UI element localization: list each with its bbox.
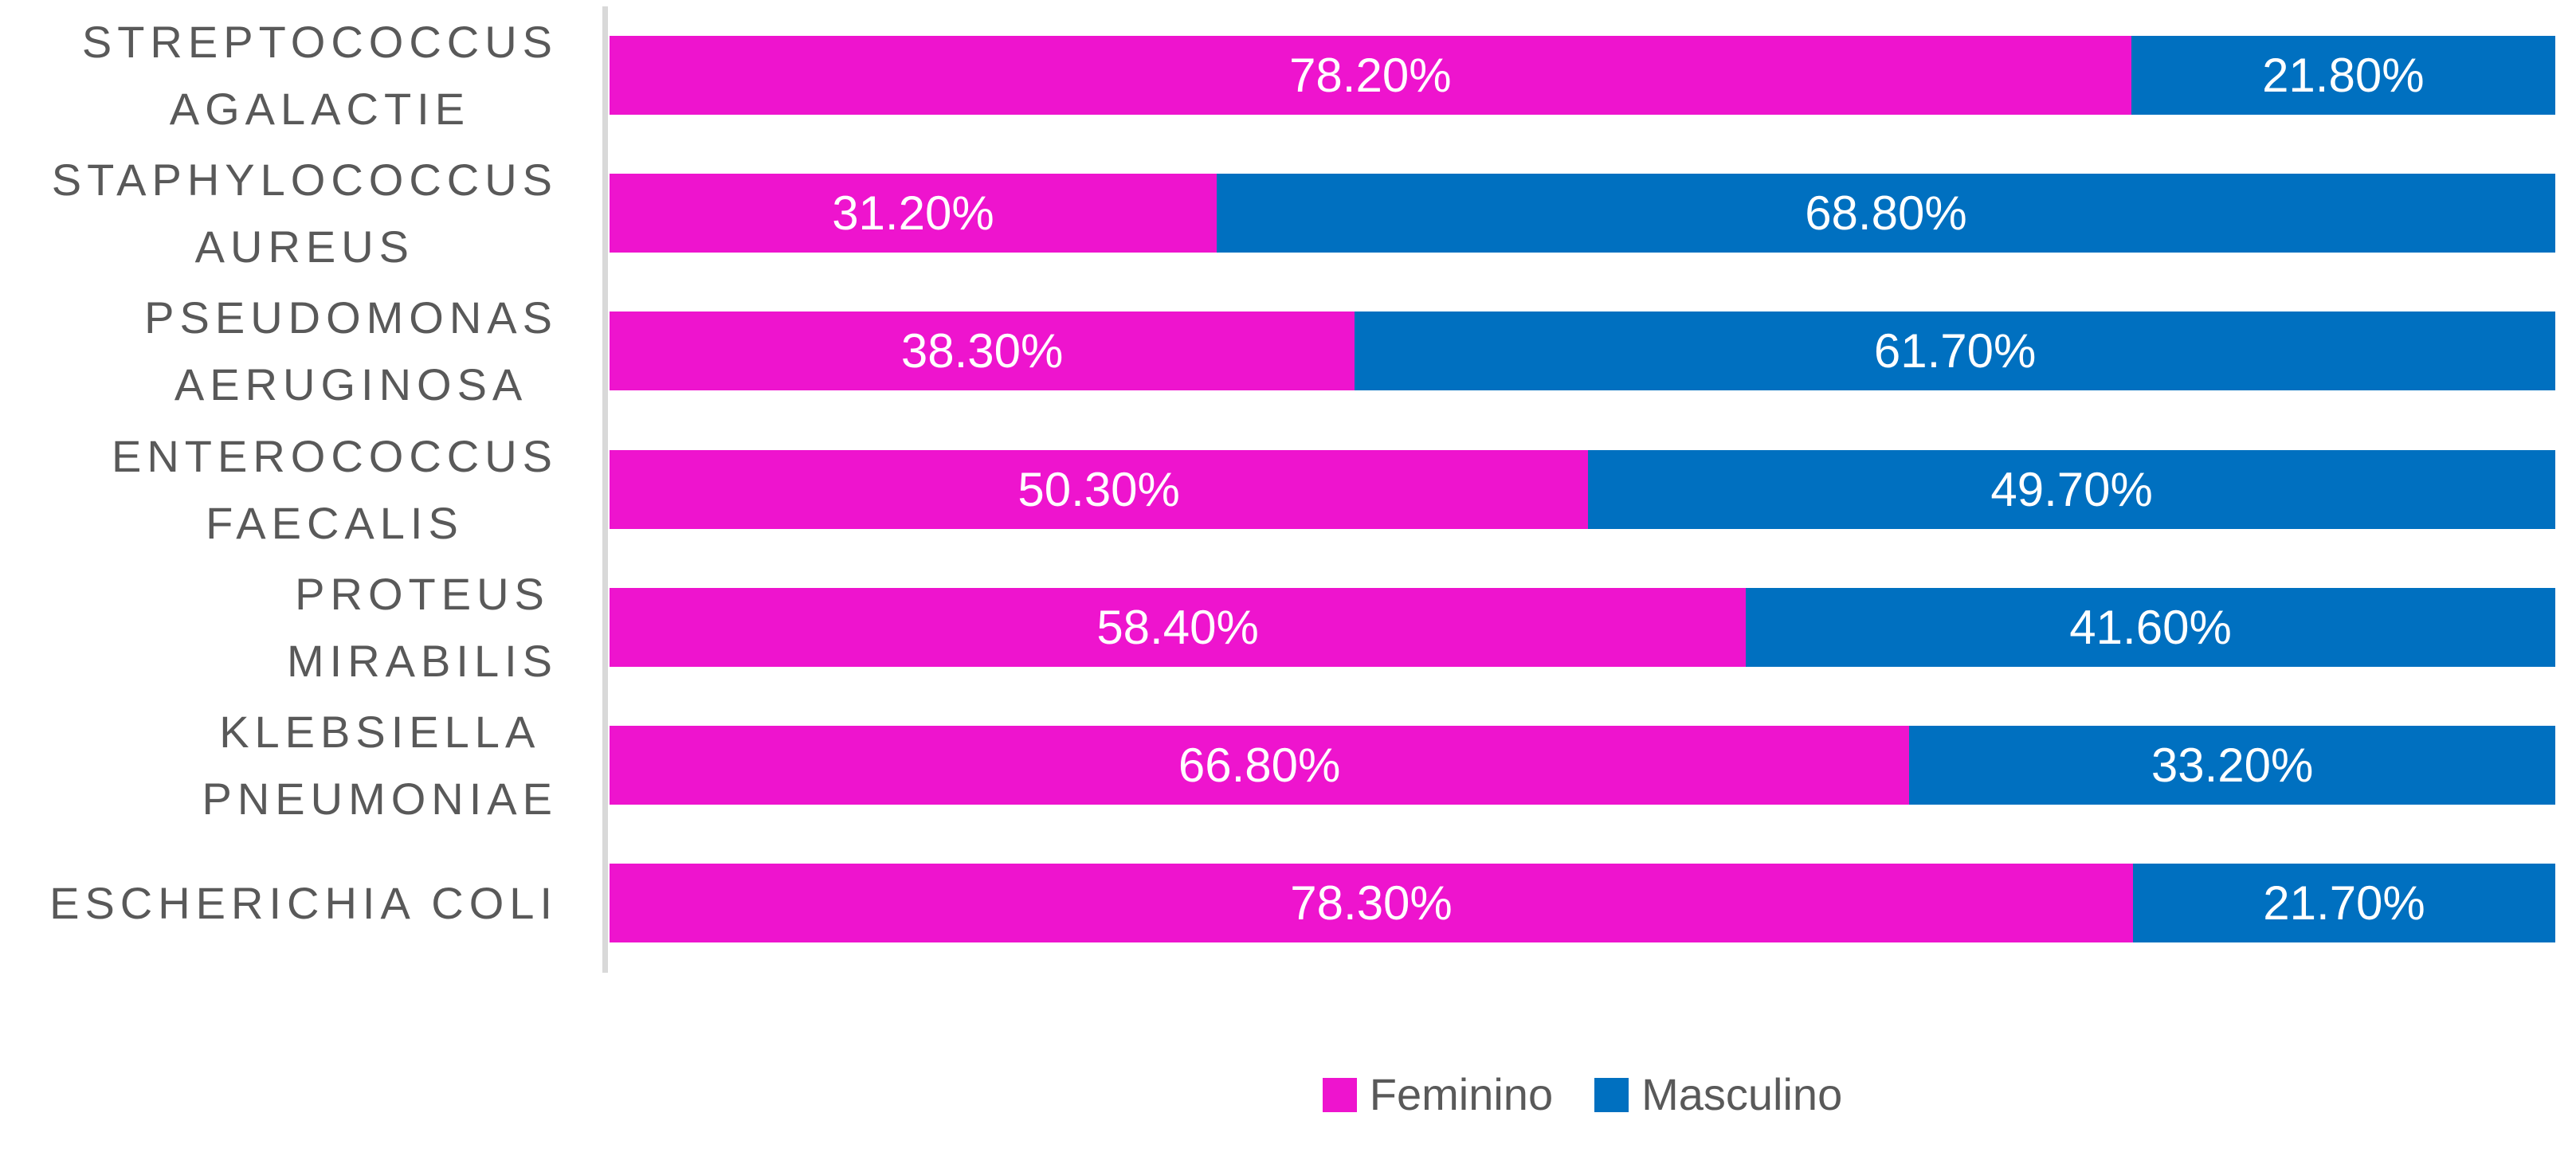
category-label: STAPHYLOCOCCUS AUREUS bbox=[0, 155, 558, 272]
data-label: 21.80% bbox=[2262, 48, 2425, 102]
data-label: 41.60% bbox=[2069, 600, 2232, 654]
feminino-swatch-icon bbox=[1322, 1077, 1357, 1112]
bar-segment-masculino: 68.80% bbox=[1216, 174, 2555, 253]
chart-row: STAPHYLOCOCCUS AUREUS 31.20% 68.80% bbox=[0, 155, 2576, 272]
chart-row: ENTEROCOCCUS FAECALIS 50.30% 49.70% bbox=[0, 431, 2576, 548]
legend-item-masculino: Masculino bbox=[1594, 1072, 1842, 1117]
chart-row: PSEUDOMONAS AERUGINOSA 38.30% 61.70% bbox=[0, 292, 2576, 409]
bar-segment-feminino: 38.30% bbox=[610, 312, 1355, 390]
bar-segment-feminino: 78.20% bbox=[610, 36, 2131, 115]
stacked-bar: 78.30% 21.70% bbox=[610, 864, 2555, 942]
data-label: 38.30% bbox=[900, 323, 1064, 378]
bar-segment-feminino: 58.40% bbox=[610, 588, 1747, 667]
data-label: 31.20% bbox=[832, 186, 994, 240]
category-label-text: PSEUDOMONAS AERUGINOSA bbox=[144, 292, 558, 409]
chart-row: ESCHERICHIA COLI 78.30% 21.70% bbox=[0, 864, 2576, 942]
category-label: ESCHERICHIA COLI bbox=[0, 864, 558, 942]
bar-segment-masculino: 61.70% bbox=[1355, 312, 2555, 390]
data-label: 61.70% bbox=[1873, 323, 2037, 378]
stacked-bar: 78.20% 21.80% bbox=[610, 36, 2555, 115]
data-label: 68.80% bbox=[1805, 186, 1967, 240]
category-label-text: STAPHYLOCOCCUS AUREUS bbox=[51, 154, 558, 272]
data-label: 33.20% bbox=[2151, 738, 2314, 792]
category-label-text: KLEBSIELLA PNEUMONIAE bbox=[202, 706, 558, 824]
category-label-text: ESCHERICHIA COLI bbox=[49, 877, 558, 928]
bar-segment-masculino: 21.70% bbox=[2133, 864, 2555, 942]
category-label-text: PROTEUS MIRABILIS bbox=[287, 568, 558, 686]
category-axis-line bbox=[602, 6, 608, 973]
category-label: PROTEUS MIRABILIS bbox=[0, 569, 558, 686]
chart-row: KLEBSIELLA PNEUMONIAE 66.80% 33.20% bbox=[0, 707, 2576, 824]
category-label-text: STREPTOCOCCUS AGALACTIE bbox=[81, 16, 558, 134]
data-label: 50.30% bbox=[1017, 462, 1180, 516]
data-label: 21.70% bbox=[2263, 876, 2425, 930]
stacked-bar: 50.30% 49.70% bbox=[610, 450, 2555, 529]
bar-segment-feminino: 50.30% bbox=[610, 450, 1589, 529]
masculino-swatch-icon bbox=[1594, 1077, 1629, 1112]
data-label: 66.80% bbox=[1178, 738, 1341, 792]
bar-segment-feminino: 78.30% bbox=[610, 864, 2134, 942]
category-label-text: ENTEROCOCCUS FAECALIS bbox=[111, 430, 558, 548]
legend-label-masculino: Masculino bbox=[1641, 1069, 1843, 1119]
category-label: KLEBSIELLA PNEUMONIAE bbox=[0, 707, 558, 824]
category-label: PSEUDOMONAS AERUGINOSA bbox=[0, 292, 558, 409]
category-label: STREPTOCOCCUS AGALACTIE bbox=[0, 17, 558, 134]
chart-row: PROTEUS MIRABILIS 58.40% 41.60% bbox=[0, 569, 2576, 686]
bar-segment-masculino: 33.20% bbox=[1909, 726, 2555, 805]
data-label: 49.70% bbox=[1990, 462, 2153, 516]
bar-segment-masculino: 49.70% bbox=[1588, 450, 2555, 529]
bar-segment-feminino: 31.20% bbox=[610, 174, 1217, 253]
legend-label-feminino: Feminino bbox=[1369, 1069, 1554, 1119]
data-label: 58.40% bbox=[1096, 600, 1259, 654]
data-label: 78.20% bbox=[1289, 48, 1452, 102]
chart-row: STREPTOCOCCUS AGALACTIE 78.20% 21.80% bbox=[0, 17, 2576, 134]
stacked-bar: 31.20% 68.80% bbox=[610, 174, 2555, 253]
stacked-bar: 66.80% 33.20% bbox=[610, 726, 2555, 805]
category-label: ENTEROCOCCUS FAECALIS bbox=[0, 431, 558, 548]
bar-segment-feminino: 66.80% bbox=[610, 726, 1910, 805]
legend-item-feminino: Feminino bbox=[1322, 1069, 1554, 1119]
bar-segment-masculino: 21.80% bbox=[2131, 36, 2555, 115]
stacked-bar: 58.40% 41.60% bbox=[610, 588, 2555, 667]
bar-segment-masculino: 41.60% bbox=[1746, 588, 2555, 667]
legend: Feminino Masculino bbox=[610, 1058, 2555, 1131]
data-label: 78.30% bbox=[1290, 876, 1453, 930]
stacked-bar: 38.30% 61.70% bbox=[610, 312, 2555, 390]
